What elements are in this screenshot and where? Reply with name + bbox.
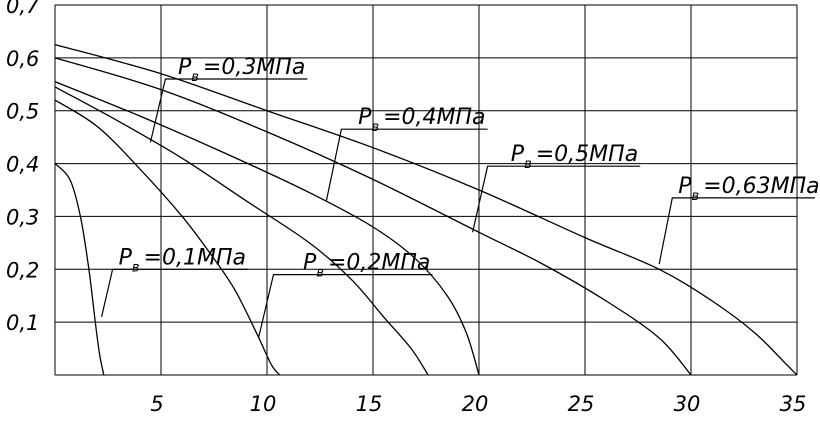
series-label: Pв =0,3МПа bbox=[149, 55, 308, 143]
series-line bbox=[54, 80, 480, 376]
x-tick-label: 10 bbox=[250, 392, 277, 416]
label-leader-line bbox=[101, 268, 248, 318]
series-label: Pв =0,4МПа bbox=[325, 105, 488, 201]
series-label-text: Pв =0,5МПа bbox=[511, 142, 638, 172]
series-label-text: Pв =0,1МПа bbox=[119, 245, 246, 275]
series-line bbox=[54, 43, 798, 376]
series-line bbox=[54, 99, 281, 376]
label-leader-line bbox=[325, 128, 488, 201]
series-label: Pв =0,63МПа bbox=[658, 174, 820, 265]
y-tick-label: 0,3 bbox=[6, 205, 39, 229]
series-label-text: Pв =0,63МПа bbox=[678, 174, 819, 204]
series-curves bbox=[54, 43, 798, 376]
x-tick-label: 25 bbox=[568, 392, 595, 416]
series-label: Pв =0,1МПа bbox=[101, 245, 248, 318]
series-label-text: Pв =0,2МПа bbox=[303, 251, 430, 281]
x-tick-label: 20 bbox=[462, 392, 489, 416]
series-label-text: Pв =0,4МПа bbox=[358, 105, 485, 135]
x-tick-label: 30 bbox=[674, 392, 701, 416]
series-label-text: Pв =0,3МПа bbox=[178, 55, 305, 85]
label-leader-line bbox=[257, 274, 433, 339]
label-leader-line bbox=[472, 165, 641, 233]
series-line bbox=[54, 163, 105, 376]
y-tick-label: 0,2 bbox=[6, 258, 39, 282]
label-leader-line bbox=[149, 78, 308, 143]
series-line bbox=[54, 86, 429, 376]
x-tick-label: 5 bbox=[150, 392, 163, 416]
y-tick-label: 0,1 bbox=[6, 311, 39, 335]
x-tick-label: 15 bbox=[356, 392, 383, 416]
series-label: Pв =0,5МПа bbox=[472, 142, 641, 233]
series-labels: Pв =0,1МПа Pв =0,2МПа Pв =0,3МПа Pв =0,4МПа Pв =0… bbox=[101, 55, 820, 339]
y-tick-label: 0,7 bbox=[6, 0, 40, 18]
y-tick-label: 0,4 bbox=[6, 153, 39, 177]
y-tick-label: 0,5 bbox=[6, 100, 39, 124]
axis-ticks: 5 10 15 20 25 30 35 0,1 0,2 0,3 0,4 0,5 0,6 0,7 bbox=[6, 0, 806, 416]
label-leader-line bbox=[658, 197, 815, 265]
x-tick-label: 35 bbox=[780, 392, 807, 416]
y-tick-label: 0,6 bbox=[6, 47, 39, 71]
series-line bbox=[54, 57, 692, 376]
series-label: Pв =0,2МПа bbox=[257, 251, 433, 339]
